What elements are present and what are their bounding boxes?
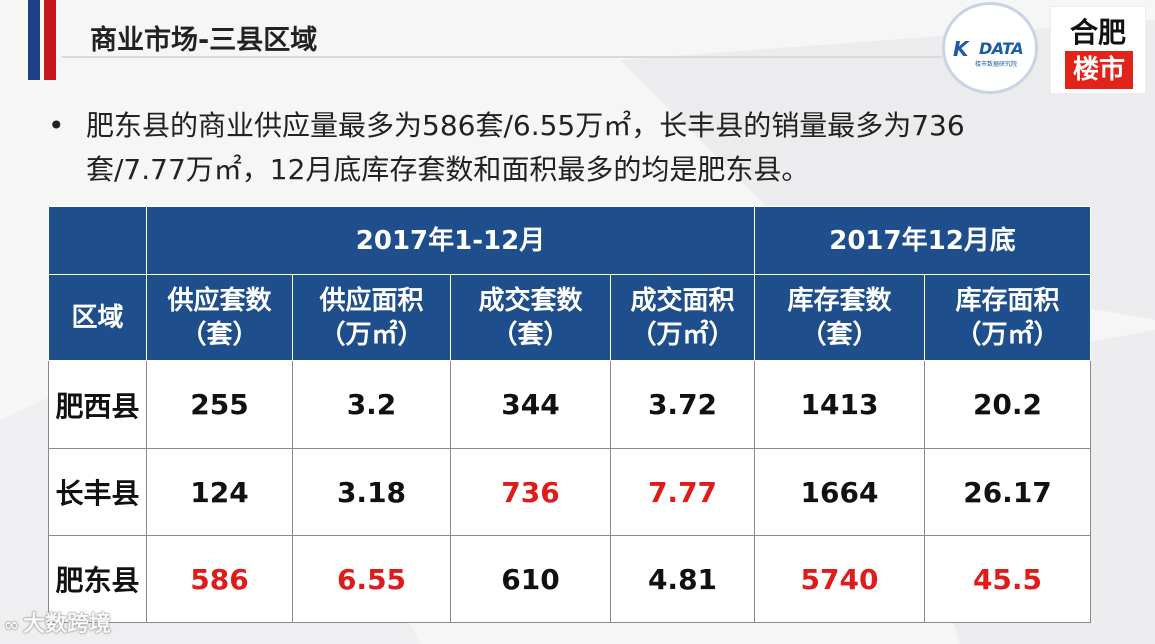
value-cell: 4.81 — [610, 535, 755, 623]
value-cell: 3.2 — [292, 360, 451, 449]
value-cell: 255 — [146, 360, 293, 449]
column-header-supply-units: 供应套数 （套） — [146, 274, 293, 361]
commercial-market-table: 2017年1-12月 2017年12月底 区域 供应套数 （套） 供应面积 （万㎡）… — [48, 206, 1092, 623]
summary-bullet: • 肥东县的商业供应量最多为586套/6.55万㎡，长丰县的销量最多为736套/… — [48, 104, 1058, 192]
kdata-logo-brand: DATA — [979, 39, 1024, 58]
value-cell: 3.18 — [292, 448, 451, 536]
header-accent-bar-blue — [28, 0, 40, 80]
column-header-unit: （套） — [180, 319, 259, 350]
column-header-name: 成交面积 — [630, 285, 735, 316]
column-header-sold-area: 成交面积 （万㎡） — [610, 274, 755, 361]
column-header-inventory-area: 库存面积 （万㎡） — [923, 274, 1092, 361]
summary-text: 肥东县的商业供应量最多为586套/6.55万㎡，长丰县的销量最多为736套/7.… — [86, 109, 965, 186]
bullet-dot-icon: • — [48, 109, 65, 142]
column-header-sold-units: 成交套数 （套） — [450, 274, 611, 361]
table-row: 肥西县 255 3.2 344 3.72 1413 20.2 — [48, 360, 1092, 449]
value-cell: 610 — [450, 535, 611, 623]
value-cell: 1413 — [754, 360, 925, 449]
column-header-unit: （套） — [800, 319, 879, 350]
column-header-name: 供应套数 — [167, 285, 272, 316]
hefei-loushi-logo: 合肥 楼市 — [1050, 6, 1146, 94]
kdata-logo: K DATA 楼市数据研究院 — [942, 2, 1038, 94]
group-header-period: 2017年1-12月 — [146, 206, 755, 275]
column-header-unit: （套） — [491, 319, 570, 350]
region-cell: 肥西县 — [48, 360, 147, 449]
column-header-name: 库存面积 — [955, 285, 1060, 316]
value-cell: 3.72 — [610, 360, 755, 449]
region-cell: 肥东县 — [48, 535, 147, 623]
kdata-logo-subtitle: 楼市数据研究院 — [975, 61, 1018, 68]
group-header-month-end: 2017年12月底 — [753, 206, 1092, 275]
value-cell: 586 — [146, 535, 293, 623]
region-column-header: 区域 — [48, 274, 147, 361]
value-cell: 20.2 — [923, 360, 1092, 449]
watermark-text: 大数跨境 — [23, 612, 112, 637]
column-header-unit: （万㎡） — [319, 319, 424, 350]
column-header-name: 成交套数 — [478, 285, 583, 316]
value-cell: 45.5 — [923, 535, 1092, 623]
table-row: 长丰县 124 3.18 736 7.77 1664 26.17 — [48, 448, 1092, 536]
value-cell: 344 — [450, 360, 611, 449]
column-header-inventory-units: 库存套数 （套） — [754, 274, 925, 361]
watermark-logo-icon: ∞ — [4, 615, 19, 636]
value-cell: 124 — [146, 448, 293, 536]
column-header-supply-area: 供应面积 （万㎡） — [292, 274, 451, 361]
value-cell: 5740 — [754, 535, 925, 623]
page-title: 商业市场-三县区域 — [90, 25, 318, 56]
value-cell: 26.17 — [923, 448, 1092, 536]
table-corner-cell — [48, 206, 147, 275]
hefei-logo-bottom: 楼市 — [1065, 51, 1133, 89]
value-cell: 736 — [450, 448, 611, 536]
column-header-unit: （万㎡） — [955, 319, 1060, 350]
value-cell: 7.77 — [610, 448, 755, 536]
column-header-name: 供应面积 — [319, 285, 424, 316]
table-row: 肥东县 586 6.55 610 4.81 5740 45.5 — [48, 535, 1092, 623]
value-cell: 1664 — [754, 448, 925, 536]
header-divider — [62, 56, 942, 58]
column-header-name: 库存套数 — [787, 285, 892, 316]
hefei-logo-top: 合肥 — [1069, 16, 1126, 49]
region-cell: 长丰县 — [48, 448, 147, 536]
watermark: ∞ 大数跨境 — [4, 606, 111, 638]
header-accent-bar-red — [44, 0, 56, 80]
column-header-unit: （万㎡） — [630, 319, 735, 350]
value-cell: 6.55 — [292, 535, 451, 623]
kdata-logo-mark: K — [953, 37, 969, 61]
